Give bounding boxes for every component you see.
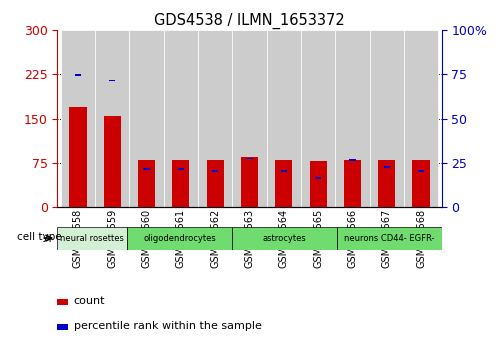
Bar <box>315 177 321 178</box>
FancyBboxPatch shape <box>370 30 404 207</box>
Bar <box>104 116 121 207</box>
Text: GSM997567: GSM997567 <box>382 209 392 268</box>
Bar <box>138 160 155 207</box>
FancyBboxPatch shape <box>129 30 164 207</box>
Bar <box>109 80 115 81</box>
FancyBboxPatch shape <box>233 30 266 207</box>
Text: neurons CD44- EGFR-: neurons CD44- EGFR- <box>344 234 435 242</box>
Bar <box>275 160 292 207</box>
FancyBboxPatch shape <box>335 30 370 207</box>
Bar <box>349 159 355 161</box>
Text: oligodendrocytes: oligodendrocytes <box>143 234 216 242</box>
Bar <box>207 160 224 207</box>
Bar <box>378 160 395 207</box>
Text: GSM997560: GSM997560 <box>142 209 152 268</box>
FancyBboxPatch shape <box>57 227 127 250</box>
FancyBboxPatch shape <box>95 30 129 207</box>
Bar <box>241 157 258 207</box>
Text: percentile rank within the sample: percentile rank within the sample <box>73 321 261 331</box>
Text: astrocytes: astrocytes <box>262 234 306 242</box>
Text: GSM997563: GSM997563 <box>245 209 254 268</box>
Bar <box>413 160 430 207</box>
FancyBboxPatch shape <box>127 227 232 250</box>
Bar <box>309 161 327 207</box>
FancyBboxPatch shape <box>198 30 233 207</box>
Bar <box>57 299 68 305</box>
Bar <box>281 170 287 172</box>
FancyBboxPatch shape <box>61 30 95 207</box>
Text: GSM997562: GSM997562 <box>210 209 220 268</box>
Bar <box>172 160 190 207</box>
Bar <box>384 166 390 168</box>
Bar <box>144 168 150 170</box>
Bar <box>212 170 218 172</box>
FancyBboxPatch shape <box>164 30 198 207</box>
FancyBboxPatch shape <box>404 30 438 207</box>
Text: GSM997568: GSM997568 <box>416 209 426 268</box>
FancyBboxPatch shape <box>337 227 442 250</box>
FancyBboxPatch shape <box>266 30 301 207</box>
FancyBboxPatch shape <box>232 227 337 250</box>
Bar <box>69 107 86 207</box>
Bar <box>247 158 252 159</box>
Text: GSM997565: GSM997565 <box>313 209 323 268</box>
Text: cell type: cell type <box>17 232 62 242</box>
FancyBboxPatch shape <box>301 30 335 207</box>
Title: GDS4538 / ILMN_1653372: GDS4538 / ILMN_1653372 <box>154 12 345 29</box>
Text: GSM997564: GSM997564 <box>279 209 289 268</box>
Bar <box>178 168 184 170</box>
Bar <box>57 324 68 330</box>
Text: GSM997566: GSM997566 <box>347 209 357 268</box>
Bar <box>344 160 361 207</box>
Text: count: count <box>73 296 105 306</box>
Text: GSM997558: GSM997558 <box>73 209 83 268</box>
Bar <box>418 170 424 172</box>
Bar <box>75 74 81 76</box>
Text: neural rosettes: neural rosettes <box>60 234 124 242</box>
Text: GSM997559: GSM997559 <box>107 209 117 268</box>
Text: GSM997561: GSM997561 <box>176 209 186 268</box>
